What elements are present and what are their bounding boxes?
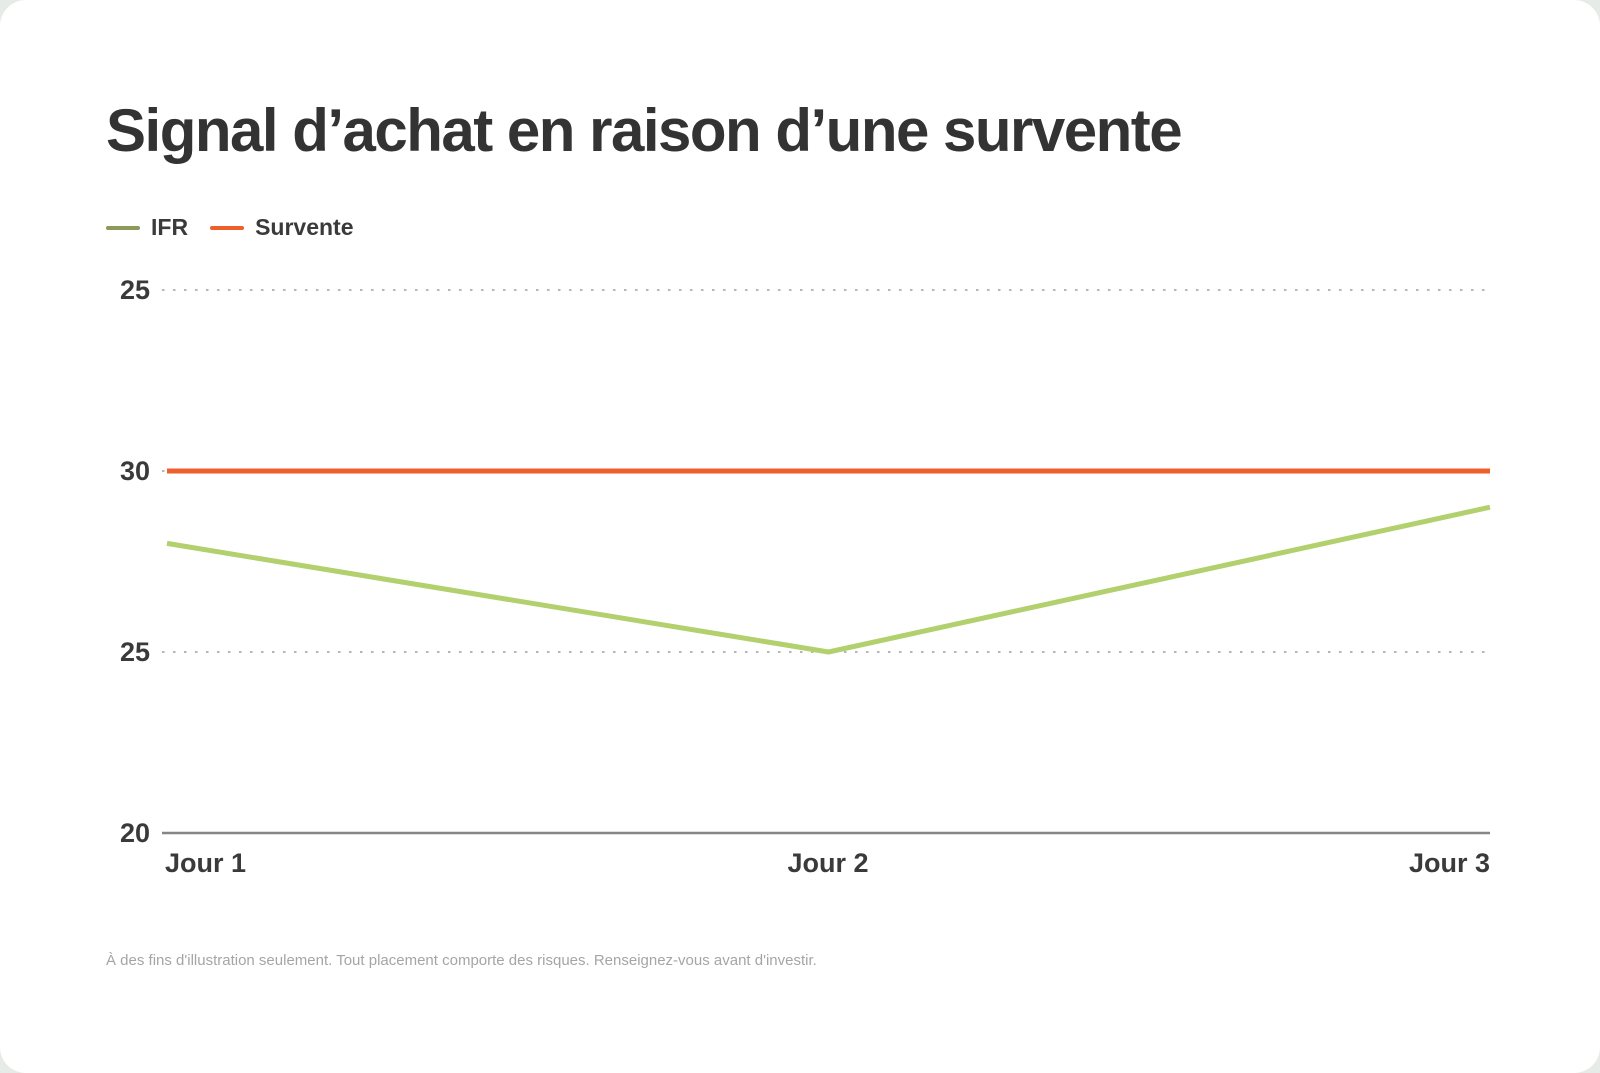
chart-title: Signal d’achat en raison d’une survente	[106, 97, 1183, 164]
y-tick-label: 30	[119, 456, 150, 486]
y-tick-label: 20	[119, 818, 150, 848]
legend-item-ifr: IFR	[106, 214, 188, 241]
x-tick-label-jour-2: Jour 2	[787, 848, 869, 878]
legend-label-ifr: IFR	[151, 214, 189, 240]
legend-item-survente: Survente	[210, 214, 354, 241]
x-tick-label-jour-1: Jour 1	[165, 848, 247, 878]
y-tick-label: 25	[119, 637, 150, 667]
ifr-legend-swatch	[106, 225, 140, 230]
series-line-ifr	[166, 504, 1491, 655]
legend-label-survente: Survente	[255, 214, 354, 240]
x-tick-label-jour-3: Jour 3	[1408, 848, 1490, 878]
y-tick-label: 25	[119, 275, 150, 305]
survente-legend-swatch	[210, 225, 245, 230]
disclaimer-text: À des fins d'illustration seulement. Tou…	[106, 952, 817, 969]
legend: IFR Survente	[106, 214, 354, 241]
